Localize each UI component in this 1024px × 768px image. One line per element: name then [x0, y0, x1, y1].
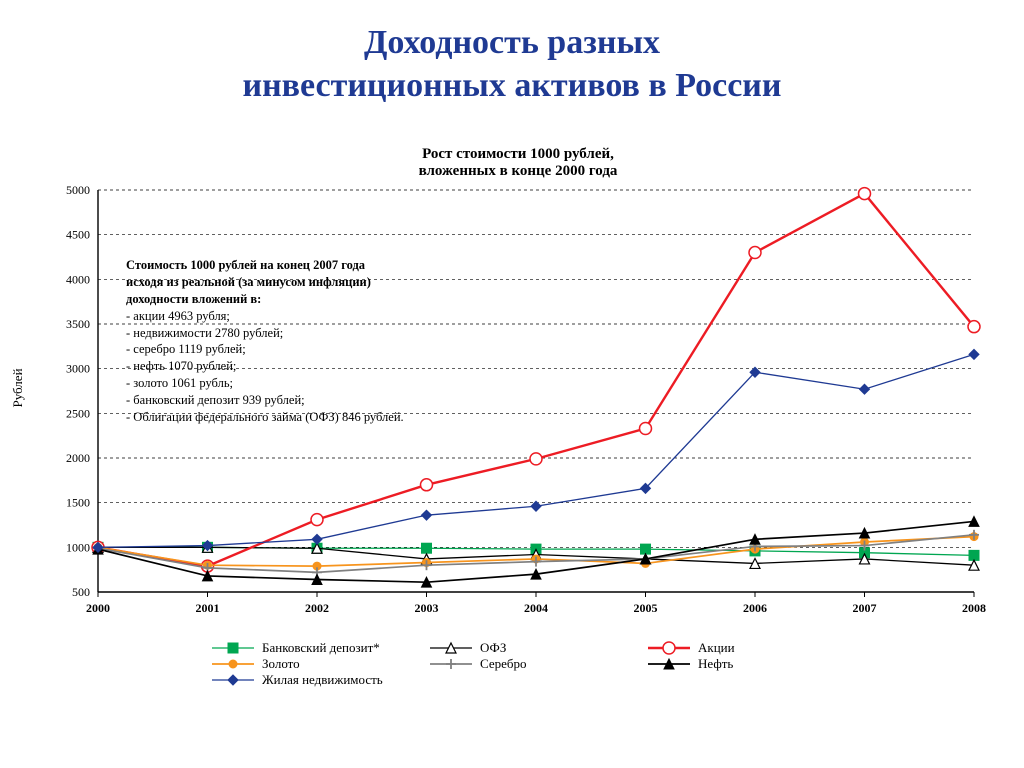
legend-swatch — [646, 657, 692, 671]
legend-swatch — [210, 641, 256, 655]
svg-text:2005: 2005 — [634, 601, 658, 615]
chart-area: Рост стоимости 1000 рублей, вложенных в … — [48, 148, 988, 628]
legend-swatch — [210, 657, 256, 671]
note-item: - серебро 1119 рублей; — [126, 341, 404, 358]
legend-item: Золото — [210, 656, 420, 672]
y-axis-label: Рублей — [10, 368, 26, 407]
legend-item: Банковский депозит* — [210, 640, 420, 656]
svg-text:3000: 3000 — [66, 362, 90, 376]
note-item: - акции 4963 рубля; — [126, 308, 404, 325]
legend: Банковский депозит* ОФЗ Акции Золото Серебро… — [210, 640, 910, 688]
chart-title-line-2: вложенных в конце 2000 года — [48, 163, 988, 180]
svg-text:2008: 2008 — [962, 601, 986, 615]
svg-text:3500: 3500 — [66, 317, 90, 331]
legend-label: Банковский депозит* — [262, 640, 380, 656]
legend-item: Жилая недвижимость — [210, 672, 420, 688]
legend-swatch — [210, 673, 256, 687]
legend-swatch — [428, 641, 474, 655]
note-item: - нефть 1070 рублей; — [126, 358, 404, 375]
note-item: - банковский депозит 939 рублей; — [126, 392, 404, 409]
page-title: Доходность разных инвестиционных активов… — [0, 0, 1024, 107]
svg-text:2004: 2004 — [524, 601, 548, 615]
note-sub1: исходя из реальной (за минусом инфляции) — [126, 274, 404, 291]
legend-label: Золото — [262, 656, 300, 672]
svg-text:2002: 2002 — [305, 601, 329, 615]
title-line-1: Доходность разных — [0, 22, 1024, 65]
svg-text:2000: 2000 — [86, 601, 110, 615]
svg-text:4500: 4500 — [66, 228, 90, 242]
svg-text:2003: 2003 — [415, 601, 439, 615]
svg-text:5000: 5000 — [66, 183, 90, 197]
note-item: - золото 1061 рубль; — [126, 375, 404, 392]
legend-label: Серебро — [480, 656, 526, 672]
svg-text:4000: 4000 — [66, 272, 90, 286]
legend-label: ОФЗ — [480, 640, 506, 656]
legend-item: Акции — [646, 640, 856, 656]
svg-text:1500: 1500 — [66, 496, 90, 510]
svg-text:2001: 2001 — [196, 601, 220, 615]
svg-text:1000: 1000 — [66, 540, 90, 554]
note-item: - недвижимости 2780 рублей; — [126, 325, 404, 342]
legend-swatch — [428, 657, 474, 671]
note-sub2: доходности вложений в: — [126, 291, 404, 308]
legend-item: Серебро — [428, 656, 638, 672]
note-title: Стоимость 1000 рублей на конец 2007 года — [126, 257, 404, 274]
chart-title: Рост стоимости 1000 рублей, вложенных в … — [48, 146, 988, 180]
svg-text:2000: 2000 — [66, 451, 90, 465]
legend-label: Акции — [698, 640, 735, 656]
title-line-2: инвестиционных активов в России — [0, 65, 1024, 108]
legend-label: Нефть — [698, 656, 733, 672]
svg-text:2006: 2006 — [743, 601, 767, 615]
svg-text:2500: 2500 — [66, 406, 90, 420]
legend-swatch — [646, 641, 692, 655]
note-box: Стоимость 1000 рублей на конец 2007 года… — [126, 257, 404, 426]
svg-text:2007: 2007 — [853, 601, 877, 615]
legend-item: Нефть — [646, 656, 856, 672]
legend-label: Жилая недвижимость — [262, 672, 383, 688]
legend-item: ОФЗ — [428, 640, 638, 656]
chart-title-line-1: Рост стоимости 1000 рублей, — [48, 146, 988, 163]
svg-text:500: 500 — [72, 585, 90, 599]
note-item: - Облигации федерального займа (ОФЗ) 846… — [126, 409, 404, 426]
